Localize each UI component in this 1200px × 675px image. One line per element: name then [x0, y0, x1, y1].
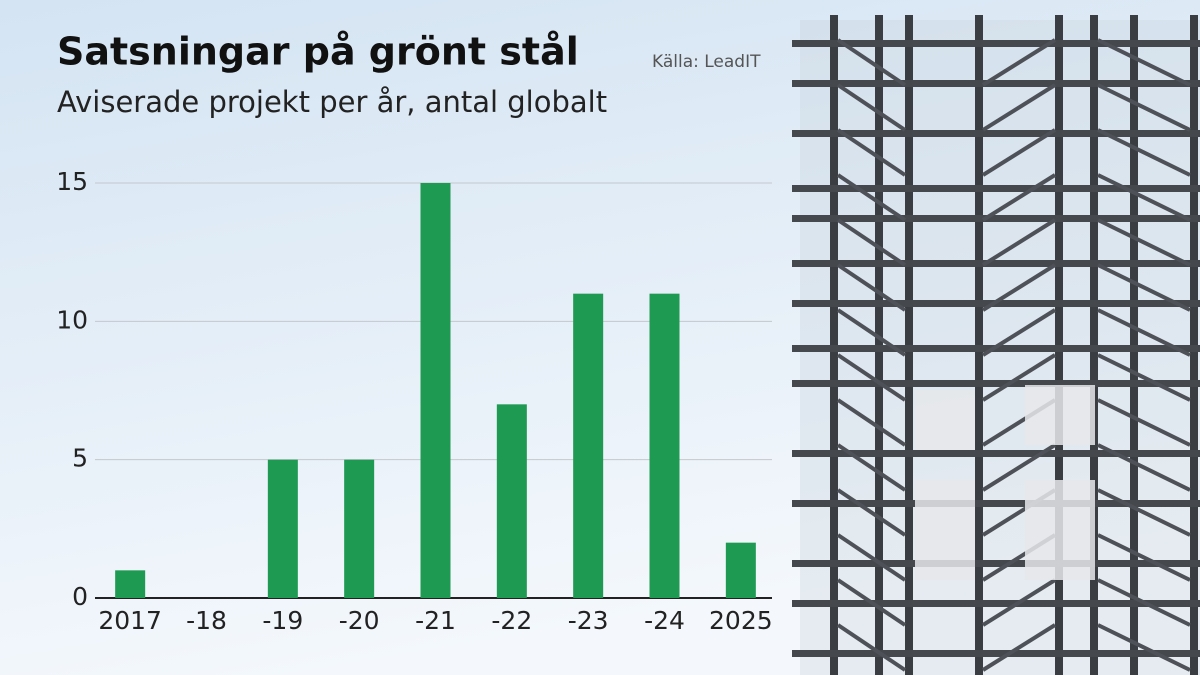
brace — [981, 353, 1057, 402]
brace — [981, 38, 1057, 87]
y-tick-label: 5 — [72, 444, 88, 473]
x-tick-label: -22 — [491, 606, 532, 635]
brace — [836, 38, 907, 87]
brace — [1097, 173, 1191, 222]
beam — [792, 80, 1200, 87]
brace — [836, 83, 907, 132]
bar — [420, 183, 451, 598]
brace — [981, 578, 1057, 627]
beam — [792, 560, 1200, 567]
brace — [1097, 83, 1191, 132]
bar — [267, 459, 298, 598]
brace — [1097, 488, 1191, 537]
brace — [981, 83, 1057, 132]
x-tick-label: -18 — [186, 606, 227, 635]
brace — [981, 623, 1057, 672]
beam — [792, 380, 1200, 387]
brace — [1097, 533, 1191, 582]
x-tick-label: -20 — [339, 606, 380, 635]
brace — [836, 623, 907, 672]
bar — [649, 293, 680, 598]
brace — [836, 308, 907, 357]
brace — [1097, 398, 1191, 447]
x-tick-label: -24 — [644, 606, 685, 635]
brace — [1097, 578, 1191, 627]
brace — [1097, 128, 1191, 177]
brace — [836, 488, 907, 537]
brace — [1097, 443, 1191, 492]
beam — [792, 40, 1200, 47]
brace — [836, 128, 907, 177]
brace — [981, 443, 1057, 492]
brace — [1097, 353, 1191, 402]
brace — [836, 443, 907, 492]
beam — [792, 650, 1200, 657]
bar — [115, 570, 146, 598]
bar — [496, 404, 527, 598]
bar — [573, 293, 604, 598]
brace — [981, 173, 1057, 222]
x-tick-label: 2025 — [709, 606, 773, 635]
brace — [981, 218, 1057, 267]
brace — [836, 263, 907, 312]
brace — [1097, 263, 1191, 312]
chart-subtitle: Aviserade projekt per år, antal globalt — [57, 85, 607, 119]
bar — [344, 459, 375, 598]
beam — [792, 130, 1200, 137]
brace — [981, 308, 1057, 357]
x-tick-label: -21 — [415, 606, 456, 635]
brace — [981, 263, 1057, 312]
beam — [792, 600, 1200, 607]
brace — [1097, 218, 1191, 267]
beam — [792, 215, 1200, 222]
beam — [792, 500, 1200, 507]
x-tick-label: -19 — [262, 606, 303, 635]
brace — [981, 128, 1057, 177]
beam — [792, 185, 1200, 192]
y-tick-label: 0 — [72, 582, 88, 611]
brace — [836, 173, 907, 222]
brace — [836, 353, 907, 402]
tank — [915, 390, 975, 450]
beam — [792, 260, 1200, 267]
brace — [1097, 623, 1191, 672]
brace — [836, 218, 907, 267]
brace — [836, 578, 907, 627]
tank — [1025, 385, 1095, 445]
tank — [1025, 480, 1095, 580]
brace — [1097, 308, 1191, 357]
beam — [792, 450, 1200, 457]
chart-title: Satsningar på grönt stål — [57, 30, 579, 74]
brace — [836, 398, 907, 447]
y-tick-label: 15 — [56, 167, 88, 196]
brace — [1097, 38, 1191, 87]
steel-structure-photo — [792, 15, 1200, 675]
x-tick-label: 2017 — [98, 606, 162, 635]
source: Källa: LeadIT — [652, 52, 761, 72]
y-tick-label: 10 — [56, 305, 88, 334]
x-tick-label: -23 — [568, 606, 609, 635]
bar — [725, 542, 756, 598]
tank — [915, 480, 975, 580]
brace — [836, 533, 907, 582]
